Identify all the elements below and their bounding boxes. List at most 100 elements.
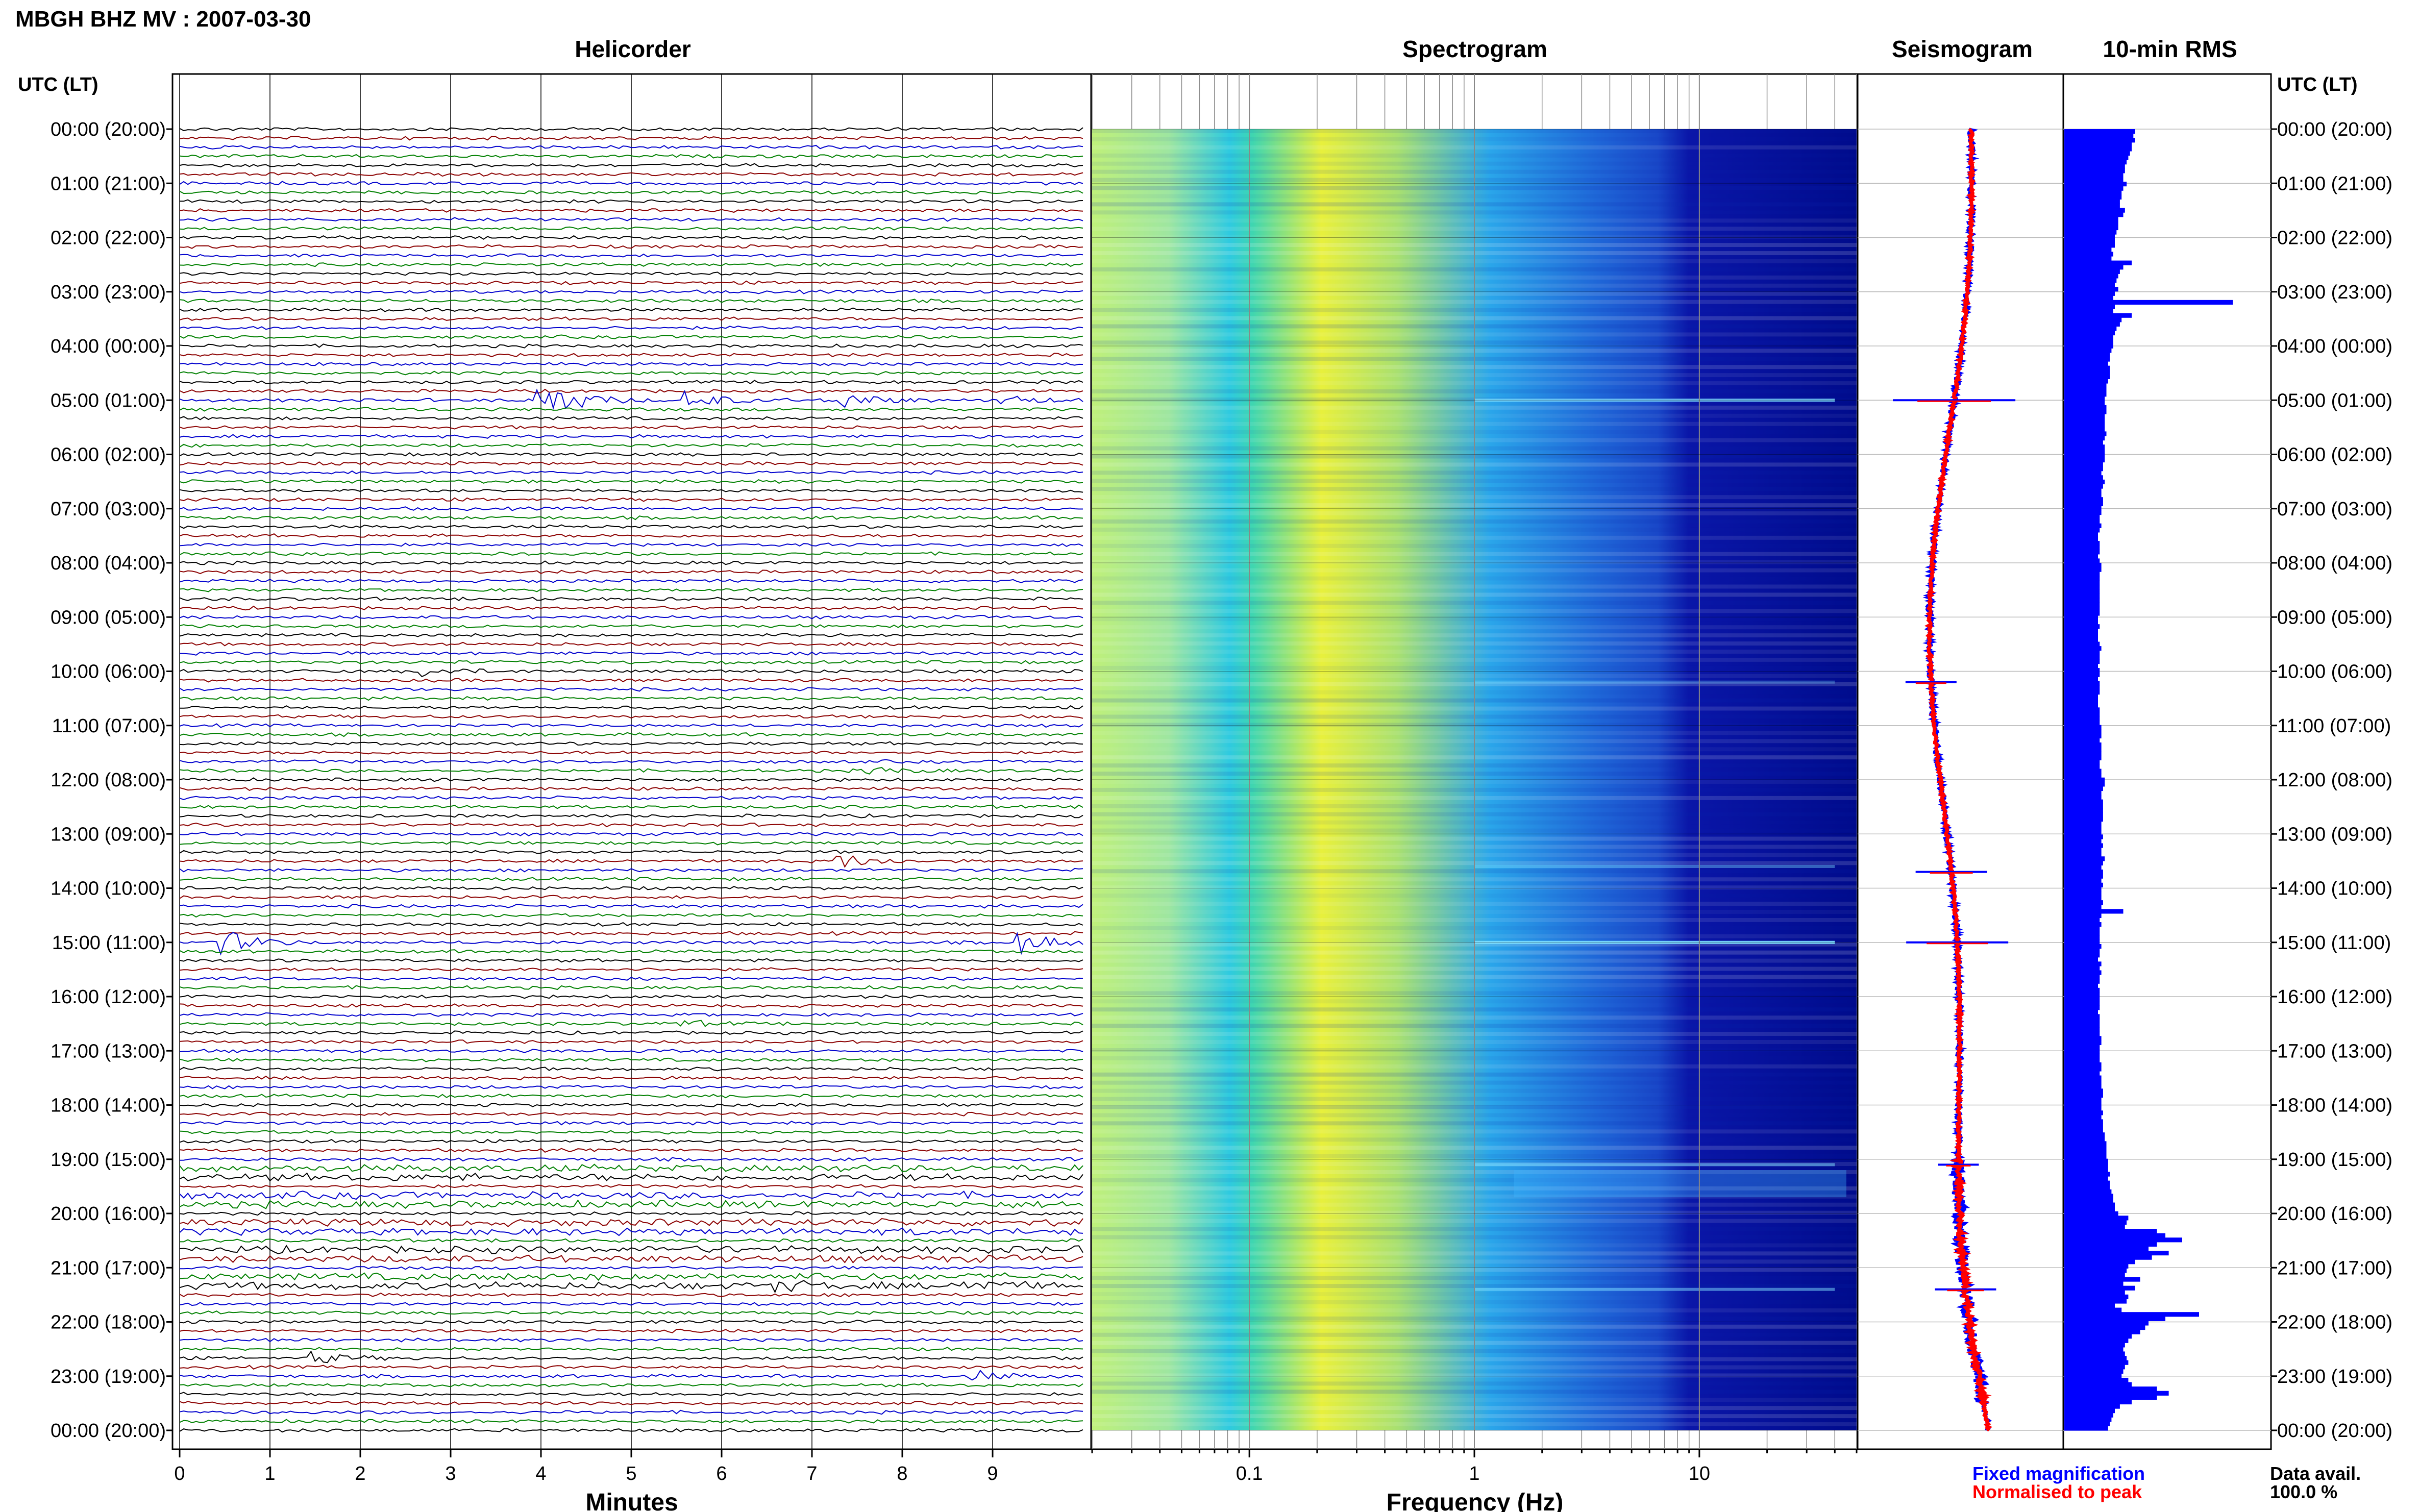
time-tick-right: 11:00 (07:00) bbox=[2277, 715, 2391, 737]
rms-header: 10-min RMS bbox=[2103, 36, 2237, 62]
helicorder-trace bbox=[179, 380, 1083, 385]
helicorder-trace bbox=[179, 190, 1083, 195]
rms-bar bbox=[2064, 528, 2100, 533]
rms-bar bbox=[2064, 992, 2100, 997]
rms-bar bbox=[2064, 970, 2102, 975]
time-tick-right: 17:00 (13:00) bbox=[2277, 1040, 2392, 1062]
helicorder-trace bbox=[179, 316, 1083, 321]
data-avail-label: Data avail. bbox=[2270, 1463, 2361, 1484]
time-tick-left: 20:00 (16:00) bbox=[51, 1203, 166, 1225]
rms-bar bbox=[2064, 1001, 2100, 1006]
helicorder-trace bbox=[179, 479, 1083, 484]
rms-bar bbox=[2064, 913, 2102, 919]
rms-bar bbox=[2064, 742, 2102, 748]
helicorder-trace bbox=[179, 144, 1083, 150]
data-avail-value: 100.0 % bbox=[2270, 1481, 2337, 1502]
time-tick-right: 16:00 (12:00) bbox=[2277, 986, 2392, 1008]
rms-bar bbox=[2064, 611, 2100, 616]
rms-bar bbox=[2064, 138, 2135, 143]
rms-bar bbox=[2064, 1356, 2127, 1361]
rms-bar bbox=[2064, 1373, 2122, 1378]
rms-bar bbox=[2064, 773, 2102, 778]
helicorder-trace bbox=[179, 515, 1083, 520]
rms-bar bbox=[2064, 133, 2134, 138]
rms-bar bbox=[2064, 1009, 2098, 1014]
rms-bar bbox=[2064, 948, 2100, 953]
rms-bar bbox=[2064, 1102, 2102, 1107]
spectrogram-x-ticks: 0.1 1 10 bbox=[1091, 1449, 1858, 1484]
rms-bar bbox=[2064, 457, 2105, 463]
rms-bar bbox=[2064, 721, 2100, 726]
rms-bar bbox=[2064, 462, 2103, 467]
helicorder-trace bbox=[179, 867, 1083, 873]
rms-bar bbox=[2064, 155, 2129, 160]
rms-bar bbox=[2064, 309, 2113, 314]
helicorder-trace bbox=[179, 1409, 1083, 1415]
helicorder-header: Helicorder bbox=[575, 36, 691, 62]
helicorder-trace bbox=[180, 705, 1083, 710]
seismogram-grid bbox=[1858, 129, 2063, 1431]
rms-bar bbox=[2064, 501, 2103, 506]
helicorder-trace bbox=[179, 217, 1083, 222]
rms-bar bbox=[2064, 379, 2108, 384]
rms-bar bbox=[2064, 716, 2100, 721]
seismogram-normalised-trace bbox=[1924, 128, 1992, 1432]
helicorder-trace bbox=[179, 1337, 1083, 1343]
rms-bar bbox=[2064, 1005, 2100, 1010]
rms-bar bbox=[2064, 939, 2100, 945]
helicorder-trace bbox=[179, 353, 1083, 358]
rms-bar bbox=[2064, 747, 2102, 752]
rms-bar bbox=[2064, 1224, 2125, 1229]
rms-bar bbox=[2064, 1097, 2102, 1102]
helicorder-trace bbox=[179, 660, 1083, 665]
rms-bar bbox=[2064, 685, 2100, 690]
rms-bar bbox=[2064, 1272, 2125, 1278]
rms-bar bbox=[2064, 782, 2105, 787]
rms-bar bbox=[2064, 1062, 2102, 1067]
time-tick-left: 04:00 (00:00) bbox=[51, 336, 166, 357]
rms-bar bbox=[2064, 1071, 2100, 1076]
rms-bar bbox=[2064, 484, 2103, 489]
rms-bar bbox=[2064, 427, 2105, 432]
rms-bar bbox=[2064, 1018, 2100, 1024]
time-tick-left: 23:00 (19:00) bbox=[51, 1366, 166, 1387]
rms-bar bbox=[2064, 1321, 2149, 1326]
helicorder-trace bbox=[179, 823, 1083, 828]
rms-bar bbox=[2064, 335, 2113, 340]
rms-bar bbox=[2064, 1255, 2152, 1260]
rms-bar bbox=[2064, 330, 2115, 336]
helicorder-trace bbox=[179, 741, 1083, 746]
helicorder-trace bbox=[179, 560, 1083, 565]
rms-bar bbox=[2064, 821, 2102, 826]
right-time-ticks: 00:00 (20:00) 01:00 (21:00) 02:00 (22:00) 0… bbox=[2271, 119, 2392, 1442]
time-tick-left: 03:00 (23:00) bbox=[51, 282, 166, 303]
rms-bar bbox=[2064, 199, 2120, 204]
rms-bar bbox=[2064, 1299, 2127, 1304]
time-tick-right: 19:00 (15:00) bbox=[2277, 1149, 2392, 1171]
helicorder-trace bbox=[179, 488, 1083, 493]
rms-bar bbox=[2064, 1285, 2135, 1291]
rms-bar bbox=[2064, 637, 2098, 642]
rms-bar bbox=[2064, 326, 2117, 331]
helicorder-trace bbox=[179, 416, 1083, 421]
rms-bar bbox=[2064, 383, 2107, 388]
rms-bar bbox=[2064, 295, 2113, 301]
rms-bar bbox=[2064, 703, 2098, 708]
rms-bar bbox=[2064, 1123, 2103, 1129]
rms-bar bbox=[2064, 1281, 2124, 1286]
spectrogram-grid bbox=[1092, 74, 1857, 1449]
rms-bar bbox=[2064, 795, 2102, 800]
rms-bar bbox=[2064, 1106, 2102, 1111]
rms-bar bbox=[2064, 278, 2117, 283]
helicorder-trace bbox=[179, 1211, 1083, 1216]
helicorder-x-tick-label: 8 bbox=[897, 1463, 907, 1484]
seismogram-spikes bbox=[1893, 399, 2016, 1292]
helicorder-trace bbox=[179, 922, 1083, 927]
rms-bar bbox=[2064, 160, 2127, 165]
rms-bar bbox=[2064, 1176, 2108, 1181]
helicorder-trace bbox=[179, 425, 1083, 430]
rms-bar bbox=[2064, 1369, 2124, 1374]
time-tick-left: 01:00 (21:00) bbox=[51, 173, 166, 194]
rms-bar bbox=[2064, 589, 2100, 594]
rms-bar bbox=[2064, 168, 2125, 173]
